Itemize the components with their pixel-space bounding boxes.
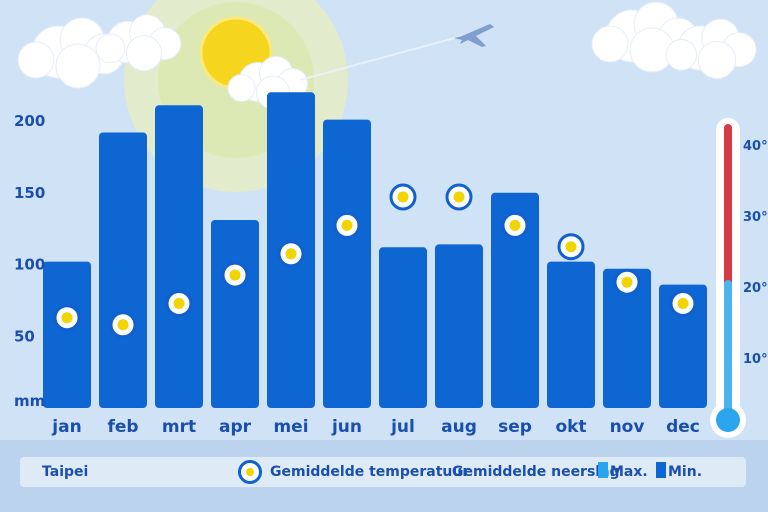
thermometer-mercury-cold <box>724 280 732 416</box>
x-label-mei: mei <box>273 417 308 437</box>
thermometer-icon <box>710 118 746 438</box>
temp-dot-apr <box>229 269 241 281</box>
temp-dot-jan <box>61 312 73 324</box>
temp-dot-jul <box>397 191 409 203</box>
x-label-feb: feb <box>107 417 138 437</box>
temperature-legend-marker <box>238 460 262 484</box>
cloud-puff <box>591 25 629 63</box>
temp-dot-nov <box>621 276 633 288</box>
bar-dec <box>659 284 707 408</box>
cloud-puff <box>55 43 101 89</box>
temp-dot-jun <box>341 219 353 231</box>
cloud-small <box>95 14 182 72</box>
max-legend-label: Max. <box>610 464 648 480</box>
bar-jun <box>323 119 371 408</box>
airplane-icon <box>454 24 494 47</box>
temp-dot-dec <box>677 298 689 309</box>
temp-dot-okt <box>565 241 577 253</box>
precipitation-legend-label: Gemiddelde neerslag <box>452 464 620 480</box>
x-label-jan: jan <box>51 417 81 437</box>
bar-mrt <box>155 105 203 408</box>
y-right-tick-3: 40°c <box>743 139 768 154</box>
cloud-puff <box>95 33 126 64</box>
bar-apr <box>211 220 259 408</box>
cloud-puff <box>665 39 698 71</box>
temp-dot-mei <box>285 248 297 260</box>
contrail <box>299 35 463 81</box>
x-label-okt: okt <box>555 417 586 437</box>
bar-aug <box>435 244 483 408</box>
temp-dot-sep <box>509 219 521 231</box>
y-right-tick-0: 10°c <box>743 352 768 367</box>
x-label-aug: aug <box>441 417 477 437</box>
y-tick-200: 200 <box>14 112 45 130</box>
x-label-nov: nov <box>610 417 645 437</box>
x-label-dec: dec <box>666 417 700 437</box>
cloud-right-2 <box>665 18 757 80</box>
bar-feb <box>99 132 147 409</box>
x-label-apr: apr <box>219 417 252 437</box>
cloud-puff <box>227 74 256 102</box>
decorations <box>17 0 757 192</box>
max-swatch <box>598 462 608 478</box>
x-label-jul: jul <box>390 417 415 437</box>
x-label-jun: jun <box>331 417 362 437</box>
temp-dot-aug <box>453 191 465 203</box>
cloud-left <box>17 17 125 89</box>
cloud-sun <box>227 56 308 110</box>
bar-jul <box>379 247 427 408</box>
min-legend-item: Min. <box>656 457 702 487</box>
y-tick-150: 150 <box>14 184 45 202</box>
cloud-puff <box>17 41 55 79</box>
y-tick-50: 50 <box>14 327 35 345</box>
temp-dot-mrt <box>173 298 185 309</box>
thermometer-bulb <box>716 408 740 432</box>
max-legend-item: Max. <box>598 457 648 487</box>
x-label-mrt: mrt <box>162 417 196 437</box>
temp-dot-feb <box>117 319 129 331</box>
legend-bar: Taipei Gemiddelde temperatuur Gemiddelde… <box>20 457 746 487</box>
bar-okt <box>547 261 595 408</box>
y-right-tick-2: 30°c <box>743 210 768 225</box>
bar-nov <box>603 268 651 408</box>
x-label-sep: sep <box>498 417 532 437</box>
cloud-puff <box>697 40 737 80</box>
location-label: Taipei <box>42 464 89 480</box>
y-unit-label: mm <box>14 392 45 410</box>
y-right-tick-1: 20°c <box>743 281 768 296</box>
min-swatch <box>656 462 666 478</box>
bar-sep <box>491 192 539 408</box>
temperature-legend-label: Gemiddelde temperatuur <box>270 464 470 480</box>
min-legend-label: Min. <box>668 464 703 480</box>
y-tick-100: 100 <box>14 256 45 274</box>
cloud-puff <box>125 35 163 72</box>
temperature-markers <box>53 183 697 339</box>
bar-jan <box>43 261 91 408</box>
